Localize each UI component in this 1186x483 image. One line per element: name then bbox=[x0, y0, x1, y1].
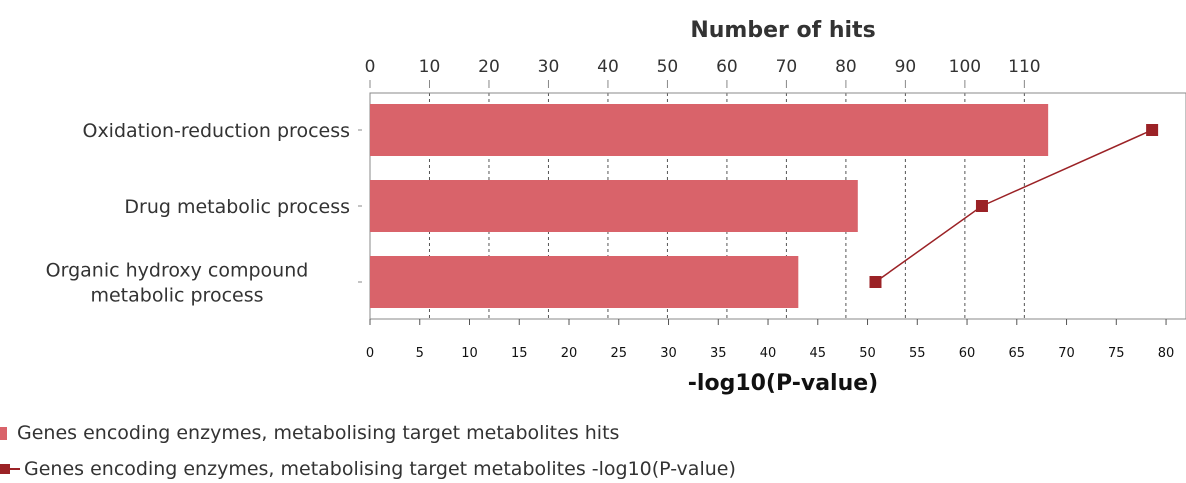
bottom-tick-label: 10 bbox=[461, 346, 478, 361]
bottom-tick-label: 65 bbox=[1009, 346, 1026, 361]
top-tick-label: 30 bbox=[538, 57, 560, 77]
top-tick-label: 90 bbox=[895, 57, 917, 77]
category-labels: Oxidation-reduction process Drug metaboli… bbox=[46, 120, 362, 307]
top-tick-label: 20 bbox=[478, 57, 500, 77]
line-point bbox=[1146, 124, 1159, 136]
bottom-tick-label: 30 bbox=[660, 346, 677, 361]
category-label: Drug metabolic process bbox=[124, 196, 350, 218]
top-tick-label: 0 bbox=[365, 57, 376, 77]
bar bbox=[370, 104, 1049, 156]
line-point bbox=[975, 200, 988, 212]
top-tick-label: 60 bbox=[716, 57, 738, 77]
chart: Number of hits 0 10 20 30 40 50 60 70 80 90 100 110… bbox=[46, 18, 1186, 396]
legend-item-hits: Genes encoding enzymes, metabolising tar… bbox=[0, 422, 619, 444]
bottom-axis-ticks: 0 5 10 15 20 25 30 35 40 45 50 55 60 65 70 75 80 bbox=[366, 319, 1174, 361]
category-label: Oxidation-reduction process bbox=[82, 120, 350, 142]
top-tick-label: 10 bbox=[419, 57, 441, 77]
top-axis-ticks: 0 10 20 30 40 50 60 70 80 90 100 110 bbox=[365, 57, 1041, 88]
bottom-tick-label: 70 bbox=[1058, 346, 1075, 361]
bottom-tick-label: 20 bbox=[561, 346, 578, 361]
top-tick-label: 110 bbox=[1008, 57, 1040, 77]
top-tick-label: 70 bbox=[776, 57, 798, 77]
bottom-tick-label: 60 bbox=[959, 346, 976, 361]
legend-label-hits: Genes encoding enzymes, metabolising tar… bbox=[17, 422, 620, 444]
bottom-tick-label: 0 bbox=[366, 346, 374, 361]
legend-label-pvalue: Genes encoding enzymes, metabolising tar… bbox=[24, 458, 736, 480]
bottom-tick-label: 40 bbox=[760, 346, 777, 361]
bottom-tick-label: 35 bbox=[710, 346, 727, 361]
legend-item-pvalue: Genes encoding enzymes, metabolising tar… bbox=[0, 458, 736, 480]
line-point bbox=[869, 276, 882, 288]
bottom-tick-label: 50 bbox=[859, 346, 876, 361]
bar bbox=[370, 256, 799, 308]
bottom-axis-title: -log10(P-value) bbox=[688, 371, 878, 396]
legend-bar-swatch bbox=[0, 426, 7, 440]
bar-series bbox=[370, 104, 1049, 308]
legend-line-swatch bbox=[0, 462, 20, 476]
line-series bbox=[869, 124, 1159, 288]
category-label: Organic hydroxy compound bbox=[46, 260, 309, 282]
top-tick-label: 100 bbox=[949, 57, 981, 77]
bottom-tick-label: 25 bbox=[610, 346, 627, 361]
bottom-tick-label: 55 bbox=[909, 346, 926, 361]
bar bbox=[370, 180, 858, 232]
bottom-tick-label: 80 bbox=[1158, 346, 1175, 361]
top-tick-label: 40 bbox=[597, 57, 619, 77]
top-tick-label: 50 bbox=[657, 57, 679, 77]
bottom-tick-label: 75 bbox=[1108, 346, 1125, 361]
top-tick-label: 80 bbox=[835, 57, 857, 77]
bottom-tick-label: 45 bbox=[810, 346, 827, 361]
category-label: metabolic process bbox=[90, 285, 263, 307]
top-axis-title: Number of hits bbox=[690, 18, 875, 43]
bottom-tick-label: 15 bbox=[511, 346, 528, 361]
bottom-tick-label: 5 bbox=[416, 346, 424, 361]
